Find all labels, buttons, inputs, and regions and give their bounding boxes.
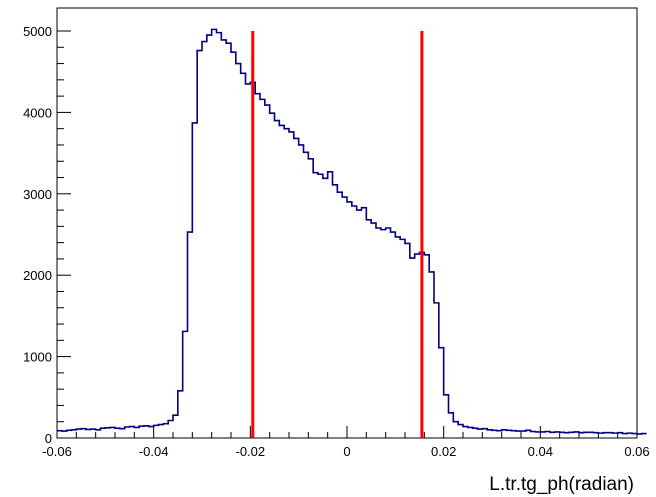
y-tick-label: 4000 xyxy=(23,105,52,120)
y-tick-label: 0 xyxy=(45,431,52,446)
histogram-series xyxy=(57,28,647,435)
x-tick-label: 0.02 xyxy=(431,444,456,459)
plot-frame xyxy=(56,7,638,439)
x-tick-label: -0.02 xyxy=(236,444,266,459)
x-tick-label: -0.04 xyxy=(139,444,169,459)
x-tick-label: -0.06 xyxy=(42,444,72,459)
cut-lines xyxy=(251,31,424,438)
y-axis-ticks: 0 1000 2000 3000 4000 5000 xyxy=(23,24,71,446)
x-tick-label: 0.06 xyxy=(624,444,649,459)
x-axis-ticks: -0.06 -0.04 -0.02 0 0.02 0.04 0.06 xyxy=(42,426,650,459)
y-tick-label: 5000 xyxy=(23,24,52,39)
y-tick-label: 1000 xyxy=(23,350,52,365)
x-tick-label: 0 xyxy=(343,444,350,459)
y-tick-label: 2000 xyxy=(23,268,52,283)
y-tick-label: 3000 xyxy=(23,187,52,202)
x-axis-title: L.tr.tg_ph(radian) xyxy=(489,474,634,495)
x-tick-label: 0.04 xyxy=(528,444,553,459)
